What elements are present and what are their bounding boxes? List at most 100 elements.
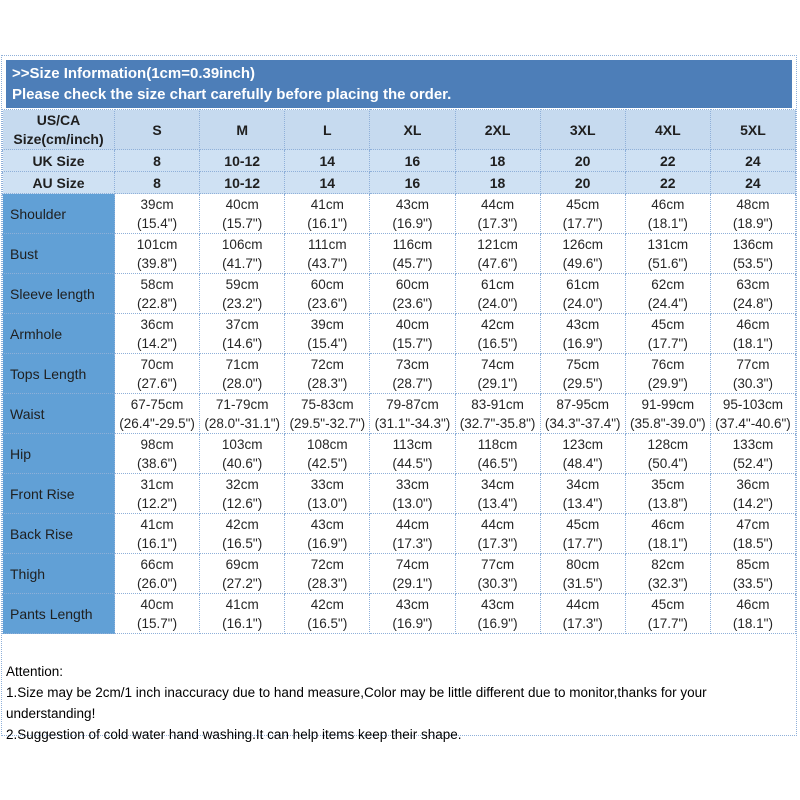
measurement-value: 31cm (12.2") (113, 473, 201, 514)
measurement-value: 69cm (27.2") (199, 553, 286, 594)
size-header-cell: 5XL (709, 109, 797, 150)
measurement-row: Hip 98cm (38.6") 103cm (40.6") 108cm (42.5"… (2, 433, 797, 474)
measurement-label: Shoulder (2, 193, 115, 234)
measurement-label: Tops Length (2, 353, 115, 394)
uk-size-row-value: 10-12 (199, 149, 286, 172)
measurement-value: 33cm (13.0") (369, 473, 456, 514)
au-size-row-value: 14 (284, 171, 371, 194)
measurement-value: 44cm (17.3") (454, 513, 541, 554)
size-header-row: US/CA Size(cm/inch) S M L XL 2XL 3XL 4XL 5XL (2, 109, 797, 150)
measurement-value: 37cm (14.6") (199, 313, 286, 354)
measurement-value: 36cm (14.2") (113, 313, 201, 354)
measurement-label: Front Rise (2, 473, 115, 514)
measurement-value: 35cm (13.8") (624, 473, 711, 514)
measurement-value: 32cm (12.6") (199, 473, 286, 514)
measurement-value: 63cm (24.8") (709, 273, 797, 314)
measurement-row: Pants Length 40cm (15.7") 41cm (16.1") 42cm… (2, 593, 797, 634)
measurement-value: 128cm (50.4") (624, 433, 711, 474)
measurement-value: 48cm (18.9") (709, 193, 797, 234)
measurement-value: 43cm (16.9") (454, 593, 541, 634)
measurement-row: Sleeve length 58cm (22.8") 59cm (23.2") 60c… (2, 273, 797, 314)
attention-note-1: 1.Size may be 2cm/1 inch inaccuracy due … (6, 685, 707, 721)
measurement-value: 40cm (15.7") (113, 593, 201, 634)
measurement-value: 113cm (44.5") (369, 433, 456, 474)
measurement-value: 83-91cm (32.7"-35.8") (454, 393, 541, 434)
measurement-value: 42cm (16.5") (284, 593, 371, 634)
measurement-value: 39cm (15.4") (113, 193, 201, 234)
measurement-label: Hip (2, 433, 115, 474)
measurement-value: 42cm (16.5") (199, 513, 286, 554)
measurement-row: Armhole 36cm (14.2") 37cm (14.6") 39cm (15.… (2, 313, 797, 354)
measurement-value: 136cm (53.5") (709, 233, 797, 274)
attention-note-2: 2.Suggestion of cold water hand washing.… (6, 727, 462, 742)
measurement-value: 87-95cm (34.3"-37.4") (539, 393, 626, 434)
au-size-row-value: 18 (454, 171, 541, 194)
measurement-value: 91-99cm (35.8"-39.0") (624, 393, 711, 434)
banner-title: >>Size Information(1cm=0.39inch) (12, 65, 255, 82)
measurement-label: Bust (2, 233, 115, 274)
measurement-value: 43cm (16.9") (369, 193, 456, 234)
attention-title: Attention: (6, 664, 64, 679)
uk-size-row-label: UK Size (2, 149, 115, 172)
au-size-row-value: 10-12 (199, 171, 286, 194)
measurement-value: 36cm (14.2") (709, 473, 797, 514)
measurement-value: 73cm (28.7") (369, 353, 456, 394)
uk-size-row-value: 20 (539, 149, 626, 172)
measurement-value: 116cm (45.7") (369, 233, 456, 274)
measurement-value: 43cm (16.9") (369, 593, 456, 634)
measurement-row: Back Rise 41cm (16.1") 42cm (16.5") 43cm (1… (2, 513, 797, 554)
measurement-label: Sleeve length (2, 273, 115, 314)
measurement-value: 43cm (16.9") (539, 313, 626, 354)
uk-size-row: UK Size 8 10-12 14 16 18 20 22 24 (2, 149, 797, 172)
measurement-value: 121cm (47.6") (454, 233, 541, 274)
measurement-value: 58cm (22.8") (113, 273, 201, 314)
measurement-value: 98cm (38.6") (113, 433, 201, 474)
measurement-value: 41cm (16.1") (113, 513, 201, 554)
measurement-value: 39cm (15.4") (284, 313, 371, 354)
size-header-cell: M (199, 109, 286, 150)
size-header-cell: XL (369, 109, 456, 150)
measurement-value: 43cm (16.9") (284, 513, 371, 554)
measurement-value: 61cm (24.0") (539, 273, 626, 314)
measurement-value: 45cm (17.7") (624, 313, 711, 354)
size-chart-panel: >>Size Information(1cm=0.39inch) Please … (1, 55, 797, 742)
uk-size-row-value: 14 (284, 149, 371, 172)
measurement-value: 44cm (17.3") (539, 593, 626, 634)
measurement-value: 74cm (29.1") (369, 553, 456, 594)
measurement-label: Back Rise (2, 513, 115, 554)
uk-size-row-value: 22 (624, 149, 711, 172)
size-header-cell: 4XL (624, 109, 711, 150)
measurement-value: 123cm (48.4") (539, 433, 626, 474)
measurement-row: Waist 67-75cm (26.4"-29.5") 71-79cm (28.0"… (2, 393, 797, 434)
measurement-row: Shoulder 39cm (15.4") 40cm (15.7") 41cm (16… (2, 193, 797, 234)
attention-section: Attention: 1.Size may be 2cm/1 inch inac… (6, 661, 794, 745)
measurement-value: 61cm (24.0") (454, 273, 541, 314)
au-size-row: AU Size 8 10-12 14 16 18 20 22 24 (2, 171, 797, 194)
measurement-value: 41cm (16.1") (284, 193, 371, 234)
measurement-value: 40cm (15.7") (199, 193, 286, 234)
measurement-value: 34cm (13.4") (539, 473, 626, 514)
banner-subtitle: Please check the size chart carefully be… (12, 86, 452, 103)
measurement-value: 77cm (30.3") (454, 553, 541, 594)
measurement-value: 46cm (18.1") (624, 193, 711, 234)
size-header-cell: S (113, 109, 201, 150)
size-header-cell: L (284, 109, 371, 150)
measurement-value: 44cm (17.3") (454, 193, 541, 234)
measurement-value: 85cm (33.5") (709, 553, 797, 594)
measurement-value: 118cm (46.5") (454, 433, 541, 474)
measurement-value: 40cm (15.7") (369, 313, 456, 354)
measurement-value: 46cm (18.1") (709, 313, 797, 354)
measurement-value: 60cm (23.6") (284, 273, 371, 314)
measurement-value: 133cm (52.4") (709, 433, 797, 474)
measurement-value: 126cm (49.6") (539, 233, 626, 274)
measurement-value: 82cm (32.3") (624, 553, 711, 594)
measurement-value: 77cm (30.3") (709, 353, 797, 394)
measurement-label: Waist (2, 393, 115, 434)
measurement-value: 67-75cm (26.4"-29.5") (113, 393, 201, 434)
measurement-value: 75cm (29.5") (539, 353, 626, 394)
measurement-value: 46cm (18.1") (709, 593, 797, 634)
au-size-row-value: 16 (369, 171, 456, 194)
size-table: US/CA Size(cm/inch) S M L XL 2XL 3XL 4XL 5XL UK S… (2, 109, 797, 634)
measurement-value: 79-87cm (31.1"-34.3") (369, 393, 456, 434)
measurement-value: 45cm (17.7") (539, 513, 626, 554)
